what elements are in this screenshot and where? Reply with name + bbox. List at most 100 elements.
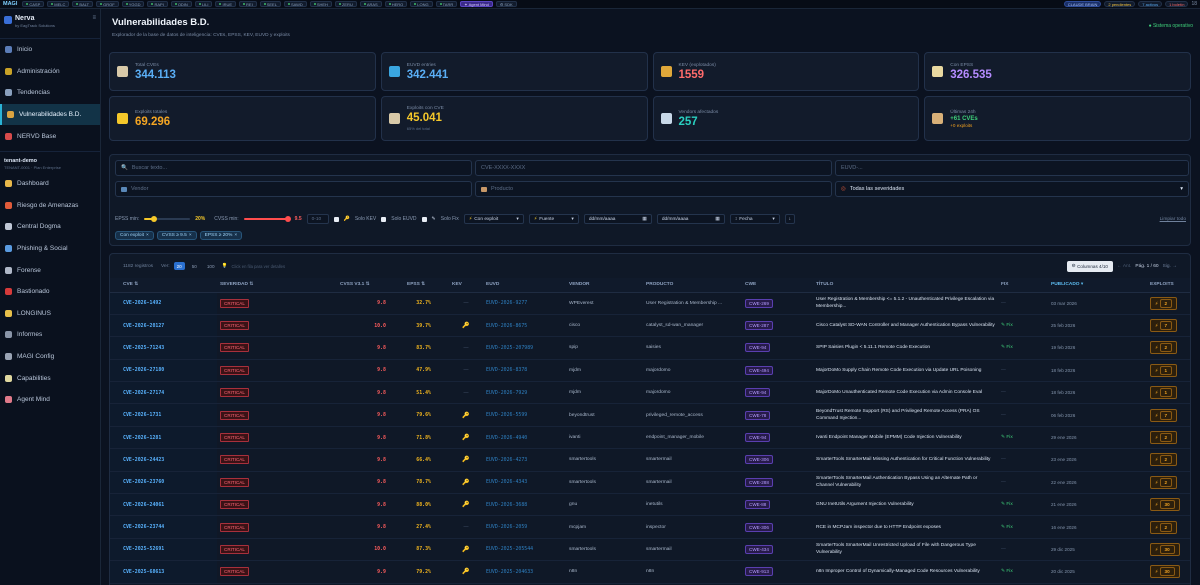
node-chip-rapi[interactable]: RAPI xyxy=(147,1,168,7)
column-header[interactable]: CVSS V3.1 ⇅ xyxy=(337,278,404,293)
table-row[interactable]: CVE-2026-24061 CRITICAL 9.8 88.0% 🔑 EUVD-2026… xyxy=(110,493,1190,517)
cve-id-link[interactable]: CVE-2026-23744 xyxy=(110,515,217,539)
filter-tag[interactable]: EPSS ≥ 20% × xyxy=(199,231,243,240)
next-page-button[interactable]: Sig. → xyxy=(1162,263,1177,269)
column-header[interactable]: EXPLOITS xyxy=(1147,278,1190,293)
node-chip-zeru[interactable]: ZERU xyxy=(334,1,357,7)
node-chip-rei[interactable]: REI xyxy=(239,1,257,7)
active-chip[interactable]: 7 activos xyxy=(1138,1,1163,7)
euvd-link[interactable]: EUVD-2025-207989 xyxy=(483,336,566,360)
table-row[interactable]: CVE-2026-1492 CRITICAL 9.8 32.7% — EUVD-2026-… xyxy=(110,292,1190,315)
table-row[interactable]: CVE-2026-27180 CRITICAL 9.8 47.9% — EUVD-2026… xyxy=(110,359,1190,383)
cve-id-link[interactable]: CVE-2026-24423 xyxy=(110,448,217,472)
date-from-input[interactable]: dd/mm/aaaa ▦ xyxy=(583,214,652,224)
page-size-50[interactable]: 50 xyxy=(191,263,197,269)
cvss-number-input[interactable]: 0-10 xyxy=(306,214,329,224)
euvd-input[interactable]: EUVD-... xyxy=(835,160,1189,176)
claude-brain-chip[interactable]: CLAUDE BRAIN xyxy=(1063,1,1102,7)
euvd-link[interactable]: EUVD-2026-3688 xyxy=(483,493,566,517)
sidebar-item-vulnerabilidades-b-d-[interactable]: Vulnerabilidades B.D. xyxy=(0,103,100,126)
node-chip-casp[interactable]: CASP xyxy=(22,1,45,7)
node-chip-odin[interactable]: ODIN xyxy=(170,1,192,7)
vendor-input[interactable]: Vendor xyxy=(115,181,472,197)
column-header[interactable]: PRODUCTO xyxy=(643,278,742,293)
cve-id-link[interactable]: CVE-2026-1731 xyxy=(110,403,217,427)
table-row[interactable]: CVE-2026-24423 CRITICAL 9.8 66.4% 🔑 EUVD-2026… xyxy=(110,448,1190,472)
agent-mind-chip[interactable]: ✦ Agent Mind xyxy=(460,1,493,7)
euvd-link[interactable]: EUVD-2026-4343 xyxy=(483,471,566,495)
euvd-link[interactable]: EUVD-2026-2059 xyxy=(483,515,566,539)
sidebar-item-magi-config[interactable]: MAGI Config xyxy=(0,346,100,368)
page-size-100[interactable]: 100 xyxy=(206,263,215,269)
euvd-link[interactable]: EUVD-2025-205544 xyxy=(483,538,566,562)
node-chip-seel[interactable]: SEEL xyxy=(259,1,281,7)
bulletin-chip[interactable]: 1 boletín xyxy=(1165,1,1189,7)
cve-id-link[interactable]: CVE-2026-20127 xyxy=(110,314,217,338)
node-chip-balt[interactable]: BALT xyxy=(72,1,94,7)
sort-direction-button[interactable]: ↓ xyxy=(784,214,795,224)
close-icon[interactable]: × xyxy=(146,233,149,238)
table-row[interactable]: CVE-2026-23760 CRITICAL 9.8 78.7% 🔑 EUVD-2026… xyxy=(110,471,1190,495)
cve-id-link[interactable]: CVE-2026-27174 xyxy=(110,381,217,405)
cve-input[interactable]: CVE-XXXX-XXXX xyxy=(475,160,832,176)
cve-id-link[interactable]: CVE-2026-1492 xyxy=(110,292,217,315)
sidebar-item-central-dogma[interactable]: Central Dogma xyxy=(0,216,100,238)
node-chip-tarr[interactable]: TARR xyxy=(435,1,458,7)
sidebar-item-bastionado[interactable]: Bastionado xyxy=(0,281,100,303)
node-chip-lili[interactable]: LILI xyxy=(194,1,213,7)
euvd-link[interactable]: EUVD-2026-7929 xyxy=(483,381,566,405)
node-chip-hero[interactable]: HERO xyxy=(384,1,408,7)
table-row[interactable]: CVE-2026-1731 CRITICAL 9.8 79.6% 🔑 EUVD-2026-… xyxy=(110,403,1190,427)
column-header[interactable]: EPSS ⇅ xyxy=(404,278,449,293)
sidebar-item-forense[interactable]: Forense xyxy=(0,259,100,281)
euvd-link[interactable]: EUVD-2025-204633 xyxy=(483,560,566,584)
node-chip-sheh[interactable]: SHEH xyxy=(309,1,332,7)
search-input[interactable]: 🔍 Buscar texto... xyxy=(115,160,472,176)
exploit-select[interactable]: ⚡ Con exploit ▾ xyxy=(463,214,524,224)
fuente-select[interactable]: ⚡ Fuente ▾ xyxy=(528,214,579,224)
column-header[interactable]: CVE ⇅ xyxy=(110,278,217,293)
sidebar-item-riesgo-de-amenazas[interactable]: Riesgo de Amenazas xyxy=(0,195,100,217)
column-header[interactable]: PUBLICADO ▾ xyxy=(1048,278,1147,293)
euvd-link[interactable]: EUVD-2026-4940 xyxy=(483,426,566,450)
severity-select[interactable]: ◎ Todas las severidades ▾ xyxy=(835,181,1189,197)
table-row[interactable]: CVE-2026-20127 CRITICAL 10.0 39.7% 🔑 EUVD-202… xyxy=(110,314,1190,338)
table-row[interactable]: CVE-2025-52691 CRITICAL 10.0 87.3% 🔑 EUVD-202… xyxy=(110,538,1190,562)
page-size-20[interactable]: 20 xyxy=(173,262,185,270)
euvd-link[interactable]: EUVD-2026-9277 xyxy=(483,292,566,315)
solo-euvd-checkbox[interactable] xyxy=(381,216,387,222)
product-input[interactable]: Producto xyxy=(475,181,832,197)
collapse-icon[interactable]: ≡ xyxy=(92,15,96,21)
close-icon[interactable]: × xyxy=(188,233,192,238)
solo-kev-checkbox[interactable] xyxy=(333,216,339,222)
clear-filters-link[interactable]: Limpiar todo xyxy=(1159,217,1186,222)
prev-page-button[interactable]: ← Ant. xyxy=(1116,263,1132,269)
column-header[interactable]: CWE xyxy=(742,278,813,293)
date-to-input[interactable]: dd/mm/aaaa ▦ xyxy=(656,214,725,224)
cve-id-link[interactable]: CVE-2026-1281 xyxy=(110,426,217,450)
table-row[interactable]: CVE-2026-1281 CRITICAL 9.8 71.8% 🔑 EUVD-2026-… xyxy=(110,426,1190,450)
table-row[interactable]: CVE-2025-68613 CRITICAL 9.9 79.2% 🔑 EUVD-2025… xyxy=(110,560,1190,584)
sidebar-item-inicio[interactable]: Inicio xyxy=(0,39,100,61)
close-icon[interactable]: × xyxy=(234,233,238,238)
table-row[interactable]: CVE-2025-71243 CRITICAL 9.8 83.7% — EUVD-2025… xyxy=(110,336,1190,360)
table-row[interactable]: CVE-2026-23744 CRITICAL 9.8 27.4% — EUVD-2026… xyxy=(110,515,1190,539)
table-row[interactable]: CVE-2026-27174 CRITICAL 9.8 51.4% — EUVD-2026… xyxy=(110,381,1190,405)
sidebar-item-longinus[interactable]: LONGINUS xyxy=(0,303,100,325)
sidebar-item-phishing-social[interactable]: Phishing & Social xyxy=(0,238,100,260)
sidebar-item-dashboard[interactable]: Dashboard xyxy=(0,173,100,195)
column-header[interactable]: KEV xyxy=(449,278,483,293)
node-chip-melc[interactable]: MELC xyxy=(47,1,70,7)
sidebar-item-nervd-base[interactable]: NERVD Base xyxy=(0,125,100,147)
euvd-link[interactable]: EUVD-2026-4273 xyxy=(483,448,566,472)
cve-id-link[interactable]: CVE-2026-23760 xyxy=(110,471,217,495)
sidebar-item-informes[interactable]: Informes xyxy=(0,324,100,346)
sidebar-item-tendencias[interactable]: Tendencias xyxy=(0,82,100,104)
epss-slider[interactable] xyxy=(144,216,191,222)
cve-id-link[interactable]: CVE-2026-24061 xyxy=(110,493,217,517)
column-header[interactable]: FIX xyxy=(998,278,1048,293)
solo-fix-checkbox[interactable] xyxy=(421,216,427,222)
pending-chip[interactable]: 2 pendientes xyxy=(1104,1,1136,7)
columns-button[interactable]: ⚙ Columnas 4/10 xyxy=(1066,260,1113,272)
node-chip-long[interactable]: LONG xyxy=(410,1,433,7)
